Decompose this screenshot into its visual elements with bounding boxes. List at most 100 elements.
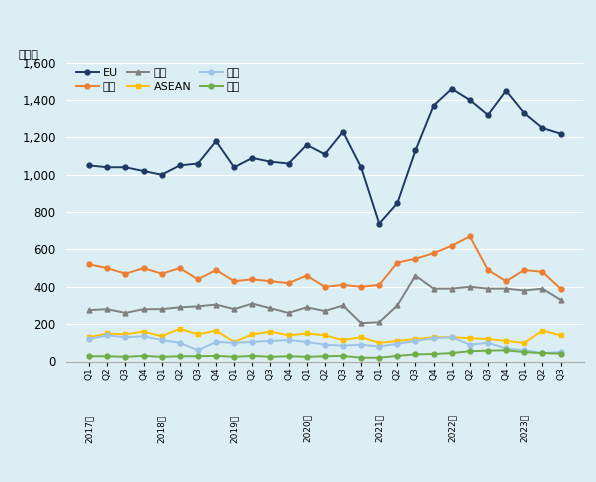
ASEAN <box>321 333 328 338</box>
英国 <box>394 303 401 308</box>
Text: 2023年: 2023年 <box>520 414 529 442</box>
日本 <box>194 353 201 359</box>
米国 <box>86 261 93 267</box>
中国 <box>502 346 510 351</box>
Text: 2021年: 2021年 <box>375 414 384 442</box>
EU <box>375 221 383 227</box>
米国 <box>303 273 311 279</box>
ASEAN <box>485 336 492 342</box>
日本 <box>521 349 528 355</box>
米国 <box>412 256 419 262</box>
ASEAN <box>466 335 473 341</box>
中国 <box>394 341 401 347</box>
米国 <box>267 278 274 284</box>
日本 <box>430 351 437 357</box>
英国 <box>502 286 510 292</box>
日本 <box>158 354 165 360</box>
米国 <box>122 271 129 277</box>
英国 <box>557 297 564 303</box>
日本 <box>448 350 455 356</box>
ASEAN <box>394 338 401 344</box>
中国 <box>321 342 328 348</box>
EU <box>430 103 437 108</box>
Line: 日本: 日本 <box>86 348 563 360</box>
米国 <box>358 284 365 290</box>
ASEAN <box>303 331 311 336</box>
米国 <box>430 250 437 256</box>
Line: ASEAN: ASEAN <box>86 326 563 345</box>
英国 <box>466 284 473 290</box>
中国 <box>212 339 219 345</box>
EU <box>194 161 201 166</box>
日本 <box>375 355 383 361</box>
中国 <box>122 335 129 340</box>
EU <box>339 129 346 134</box>
日本 <box>104 353 111 359</box>
日本 <box>358 355 365 361</box>
EU <box>104 164 111 170</box>
英国 <box>267 306 274 311</box>
中国 <box>231 340 238 346</box>
英国 <box>375 320 383 325</box>
EU <box>412 147 419 153</box>
英国 <box>430 286 437 292</box>
中国 <box>485 340 492 346</box>
英国 <box>285 310 292 316</box>
ASEAN <box>86 335 93 340</box>
ASEAN <box>448 335 455 340</box>
中国 <box>140 334 147 339</box>
日本 <box>122 354 129 360</box>
ASEAN <box>412 336 419 342</box>
Text: 2019年: 2019年 <box>229 414 238 442</box>
Legend: EU, 米国, 英国, ASEAN, 中国, 日本: EU, 米国, 英国, ASEAN, 中国, 日本 <box>76 68 240 92</box>
日本 <box>339 353 346 359</box>
日本 <box>412 351 419 357</box>
Line: 英国: 英国 <box>86 273 563 326</box>
英国 <box>485 286 492 292</box>
EU <box>86 162 93 168</box>
EU <box>122 164 129 170</box>
米国 <box>502 278 510 284</box>
ASEAN <box>176 326 184 332</box>
日本 <box>249 353 256 359</box>
ASEAN <box>358 335 365 340</box>
EU <box>394 200 401 206</box>
中国 <box>194 348 201 353</box>
日本 <box>140 353 147 359</box>
英国 <box>321 308 328 314</box>
EU <box>158 172 165 178</box>
米国 <box>140 265 147 271</box>
日本 <box>502 348 510 353</box>
英国 <box>303 305 311 310</box>
中国 <box>104 333 111 338</box>
Text: （件）: （件） <box>19 50 39 60</box>
英国 <box>448 286 455 292</box>
米国 <box>158 271 165 277</box>
Line: 中国: 中国 <box>86 333 563 356</box>
日本 <box>212 353 219 359</box>
米国 <box>249 277 256 282</box>
中国 <box>448 335 455 340</box>
中国 <box>249 339 256 345</box>
英国 <box>231 307 238 312</box>
英国 <box>358 321 365 326</box>
ASEAN <box>430 335 437 340</box>
EU <box>321 151 328 157</box>
EU <box>140 168 147 174</box>
ASEAN <box>194 332 201 337</box>
Line: EU: EU <box>86 86 563 226</box>
ASEAN <box>140 329 147 335</box>
中国 <box>303 339 311 345</box>
中国 <box>466 342 473 348</box>
日本 <box>176 353 184 359</box>
日本 <box>394 353 401 359</box>
ASEAN <box>212 328 219 334</box>
日本 <box>539 350 546 356</box>
中国 <box>412 338 419 344</box>
中国 <box>375 344 383 349</box>
ASEAN <box>249 332 256 337</box>
ASEAN <box>521 340 528 346</box>
米国 <box>285 280 292 286</box>
米国 <box>375 282 383 288</box>
Text: 2022年: 2022年 <box>447 414 456 442</box>
